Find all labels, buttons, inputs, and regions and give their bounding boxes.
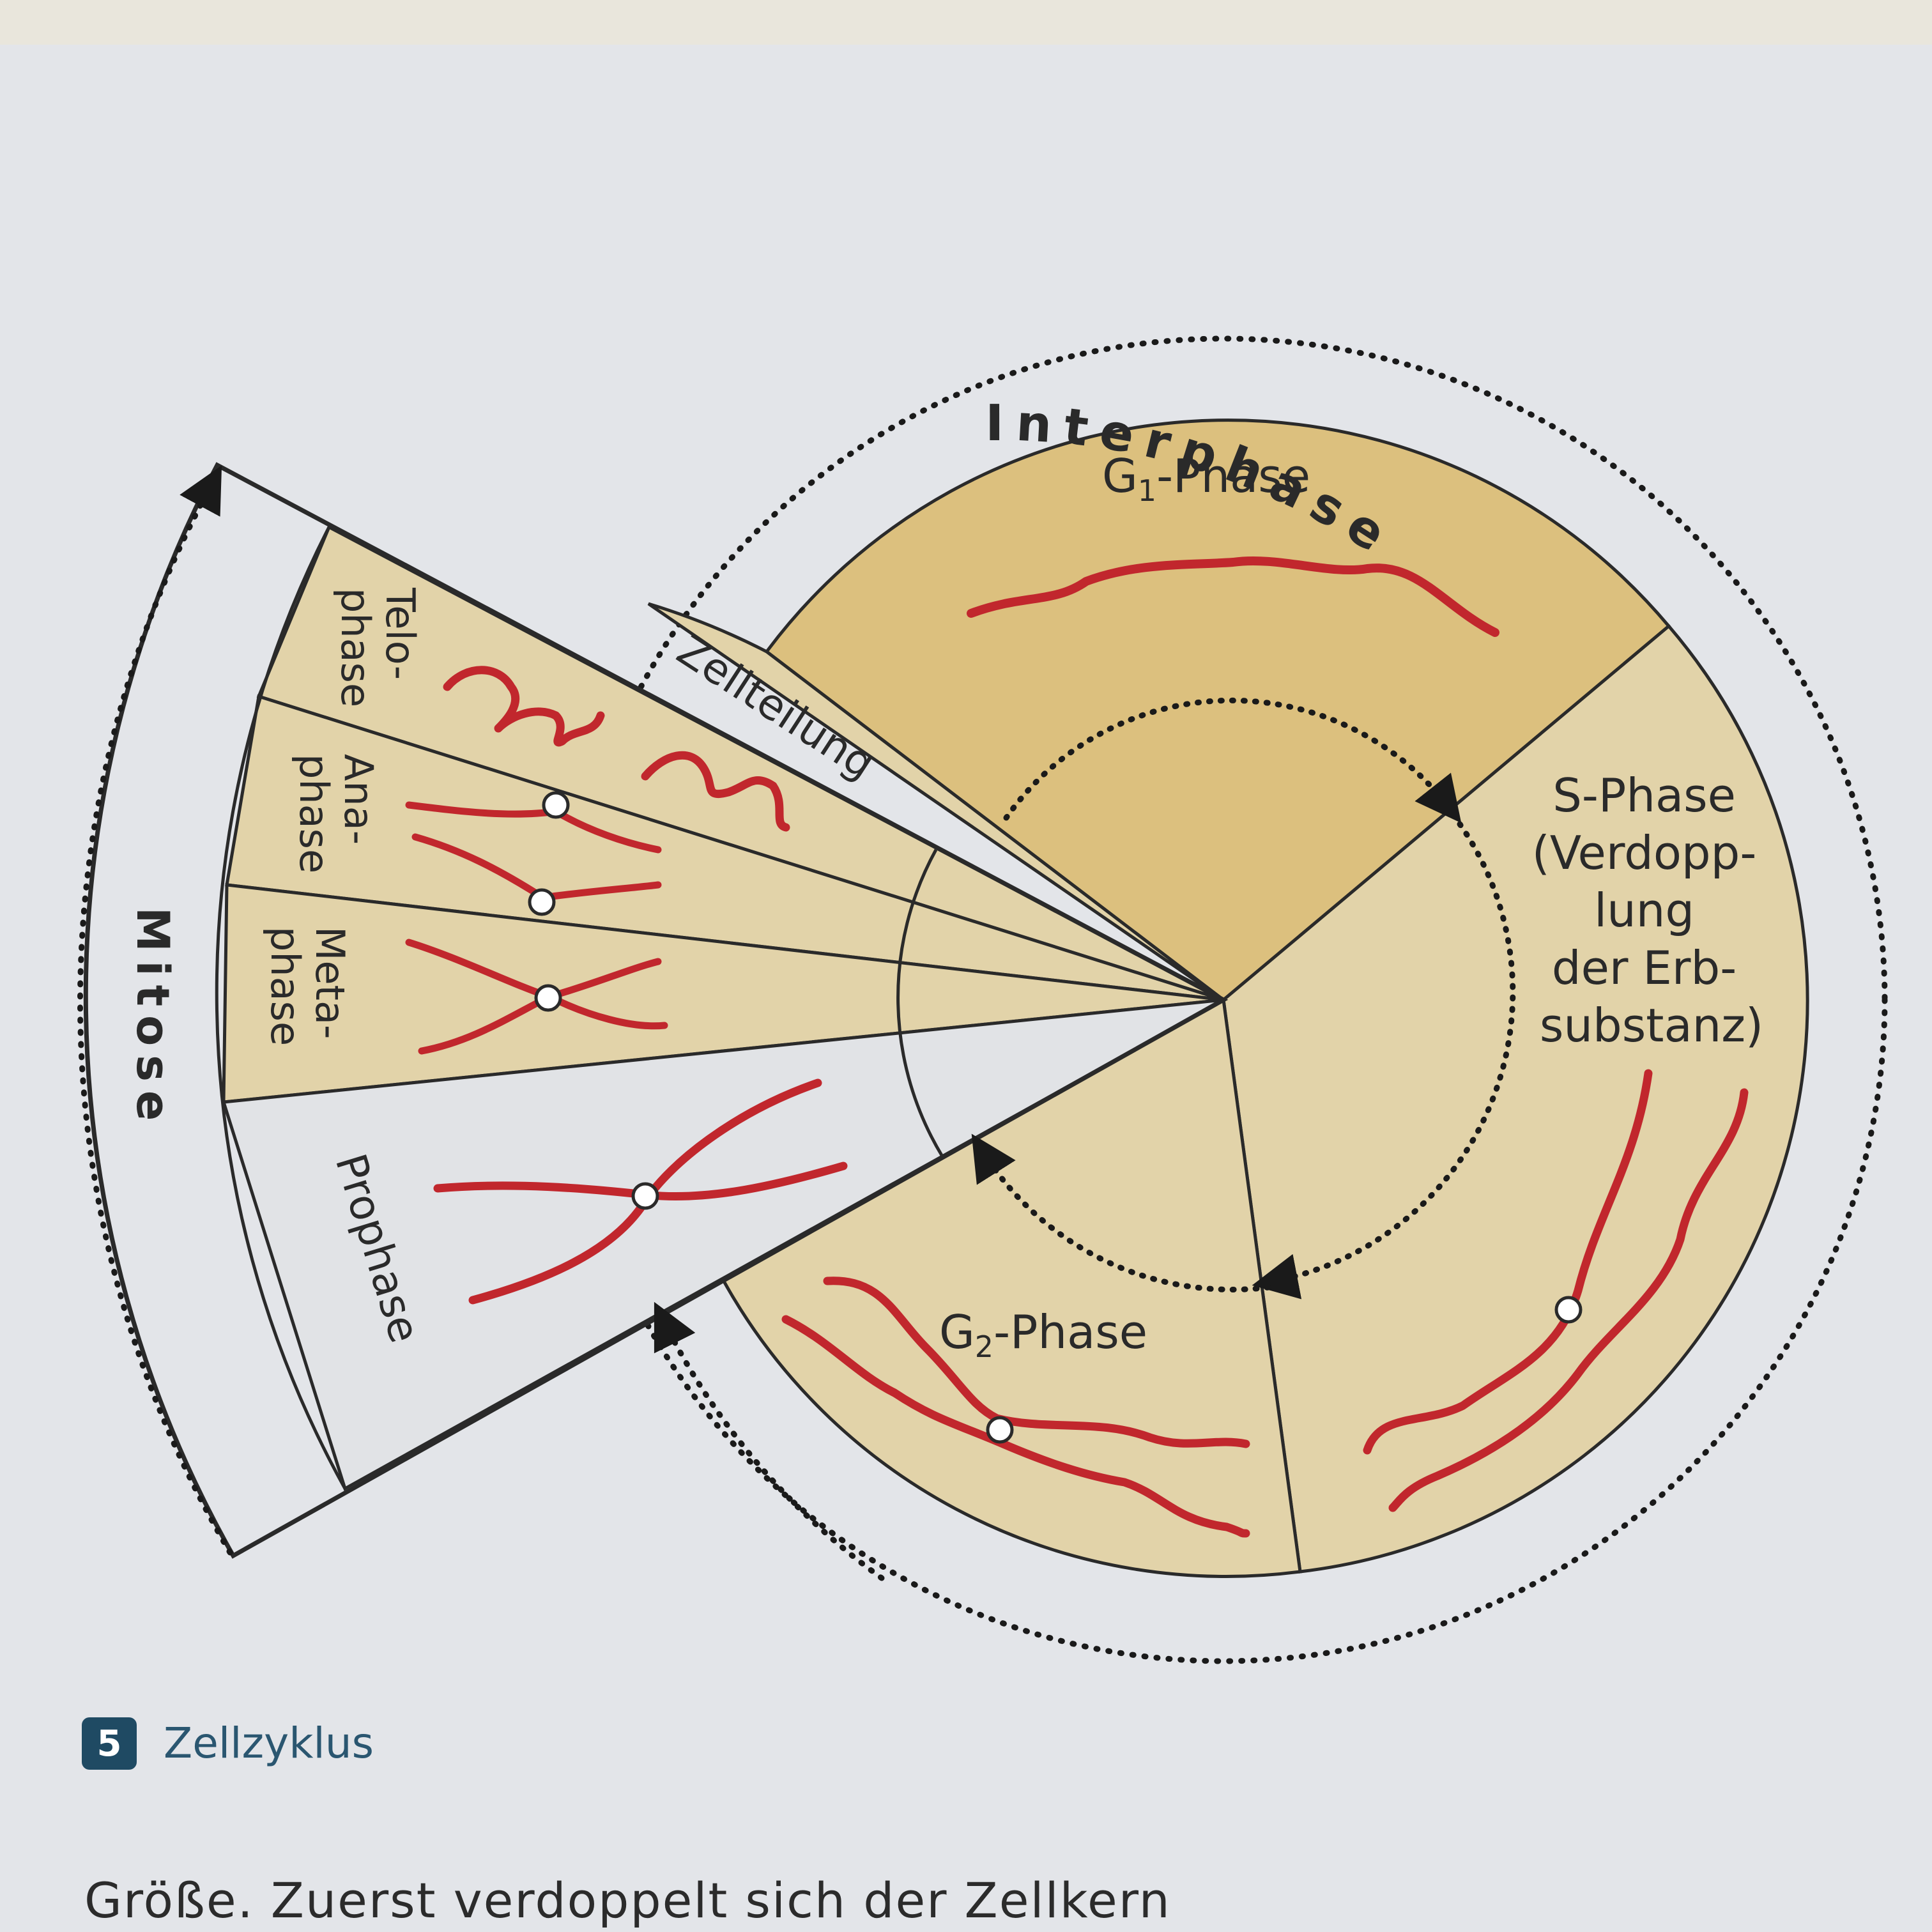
mitose-dotted-arrow [77, 465, 233, 1556]
interphase-return-arrow [654, 1301, 885, 1581]
telophase-chromosome-b [641, 751, 790, 832]
mitose-phase-arc [215, 526, 347, 1490]
mitose-label: Mitose [126, 907, 179, 1130]
anaphase-chromatids [405, 801, 662, 901]
g2-phase-label: G2-Phase [939, 1305, 1147, 1364]
cycle-arrow-s-to-g2 [1252, 821, 1516, 1300]
zellteilung-sector [647, 602, 1225, 1002]
figure-number-badge: 5 [82, 1717, 137, 1770]
metaphase-label: Meta- phase [262, 926, 353, 1052]
cycle-arrow-g1-to-s [1003, 697, 1462, 824]
anaphase-label: Ana- phase [291, 754, 382, 873]
telophase-label: Telo- phase [332, 587, 424, 707]
body-text-line: Größe. Zuerst verdoppelt sich der Zellke… [84, 1872, 1171, 1929]
metaphase-chromatids [405, 939, 668, 1055]
g2-chromatid-b [781, 1315, 1250, 1538]
s-phase-label: S-Phase (Verdopp- lung der Erb- substanz… [1532, 769, 1771, 1052]
telophase-chromosome-a [443, 666, 605, 747]
g1-phase-label: G1-Phase [1102, 449, 1310, 508]
figure-caption: Zellzyklus [164, 1719, 374, 1768]
g1-chromosome [967, 556, 1499, 637]
mitose-outer-frame [83, 462, 1229, 1559]
g2-sector [719, 997, 1302, 1578]
g1-sector [764, 418, 1671, 1002]
centromeres [528, 791, 1583, 1444]
cycle-arrow-g2-to-mitose [971, 1133, 1271, 1292]
s-phase-chromatid-b [1388, 1088, 1749, 1512]
s-phase-chromatid-a [1363, 1069, 1653, 1455]
page-top-edge [0, 0, 1932, 45]
mitose-inner-arc [896, 848, 944, 1158]
s-phase-sector [1222, 624, 1809, 1574]
